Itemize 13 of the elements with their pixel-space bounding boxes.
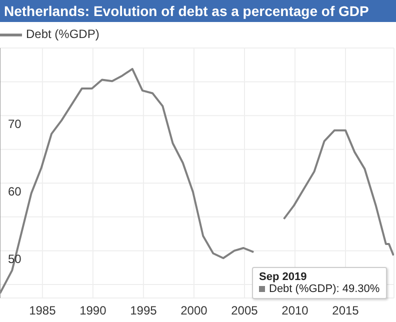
x-tick-label: 2000 (180, 304, 208, 318)
legend-label: Debt (%GDP) (26, 27, 100, 42)
x-tick-label: 1990 (80, 304, 107, 318)
annotation: Sep 2019 (259, 271, 308, 283)
x-tick-label: 2015 (332, 304, 360, 318)
x-tick-label: 2005 (231, 304, 258, 318)
x-tick-label: 1995 (130, 304, 158, 318)
x-tick-label: 2010 (282, 304, 309, 318)
annotation: Debt (%GDP): 49.30% (268, 283, 380, 295)
y-tick-label: 70 (8, 116, 22, 131)
chart-title: Netherlands: Evolution of debt as a percentage of GDP (0, 0, 396, 22)
x-tick-label: 1985 (29, 304, 56, 318)
y-tick-label: 60 (8, 184, 22, 198)
